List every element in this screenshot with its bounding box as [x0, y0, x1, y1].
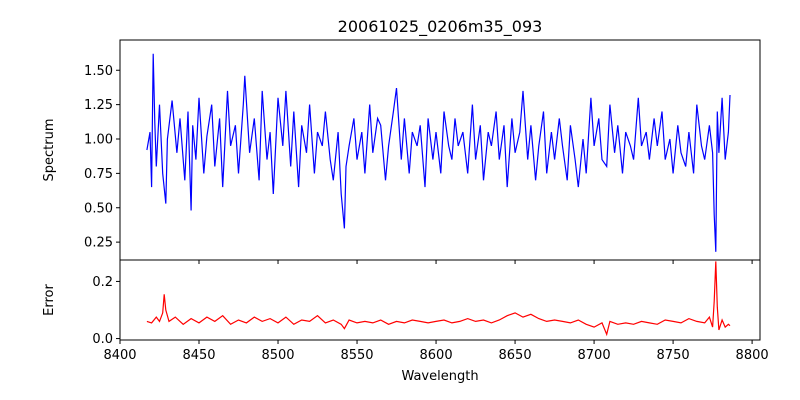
spectrum-x-ticks — [119, 260, 753, 264]
error-panel: 0.00.2 8400 8450 8500 8550 8600 8650 8700 8750 8… — [42, 259, 769, 363]
x-tick-label: 8700 — [578, 348, 611, 363]
x-tick-label: 8650 — [499, 348, 532, 363]
x-tick-label: 8500 — [261, 348, 294, 363]
error-y-tick-label: 0.0 — [92, 332, 113, 347]
x-axis-label: Wavelength — [401, 369, 478, 384]
chart-title: 20061025_0206m35_093 — [338, 17, 543, 37]
error-axes-frame — [119, 259, 761, 341]
x-tick-label: 8400 — [103, 348, 136, 363]
spectrum-y-ticks: 0.25 0.50 0.75 1.00 1.25 1.50 — [84, 64, 120, 251]
x-tick-label: 8600 — [420, 348, 453, 363]
x-tick-label: 8750 — [657, 348, 690, 363]
spectrum-y-tick-label: 1.50 — [84, 64, 113, 79]
error-y-label: Error — [42, 284, 57, 316]
error-y-tick-label: 0.2 — [92, 275, 113, 290]
spectrum-y-tick-label: 1.00 — [84, 133, 113, 148]
spectrum-y-label: Spectrum — [42, 119, 57, 182]
error-y-ticks: 0.0 0.2 — [92, 275, 120, 347]
error-line — [146, 261, 731, 337]
spectrum-y-tick-label: 0.25 — [84, 236, 113, 251]
spectrum-line — [146, 53, 731, 252]
spectrum-panel: 0.25 0.50 0.75 1.00 1.25 1.50 Spectrum — [42, 39, 761, 264]
x-tick-label: 8800 — [736, 348, 769, 363]
spectrum-y-tick-label: 1.25 — [84, 98, 113, 113]
spectrum-y-tick-label: 0.75 — [84, 167, 113, 182]
spectrum-y-tick-label: 0.50 — [84, 201, 113, 216]
error-x-ticks: 8400 8450 8500 8550 8600 8650 8700 8750 8800 — [103, 340, 769, 363]
x-tick-label: 8550 — [340, 348, 373, 363]
x-tick-label: 8450 — [182, 348, 215, 363]
